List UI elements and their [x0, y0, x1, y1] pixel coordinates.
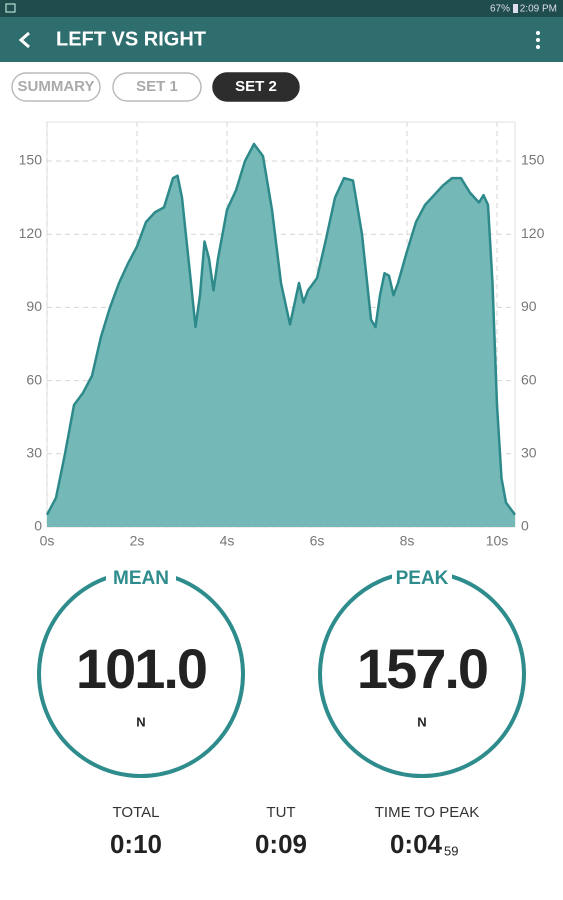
y-tick-label: 90	[26, 298, 42, 314]
x-tick-label: 0s	[40, 533, 55, 549]
tab[interactable]: SUMMARY	[11, 72, 101, 102]
y2-tick-label: 60	[521, 371, 537, 387]
tab-label: SUMMARY	[18, 78, 95, 95]
x-tick-label: 6s	[310, 533, 325, 549]
status-bar	[0, 0, 563, 17]
summary-subvalue: 59	[444, 843, 458, 858]
y-tick-label: 0	[34, 518, 42, 534]
notification-icon	[5, 3, 16, 13]
x-tick-label: 2s	[130, 533, 145, 549]
label-gap	[106, 566, 176, 590]
tab-label: SET 1	[136, 78, 178, 95]
peak-label: PEAK	[396, 568, 449, 589]
mean-value: 101.0	[76, 637, 206, 700]
x-tick-label: 4s	[220, 533, 235, 549]
menu-button[interactable]	[536, 31, 540, 49]
area-fill	[47, 143, 515, 527]
battery-icon	[513, 4, 518, 13]
x-tick-label: 8s	[400, 533, 415, 549]
y-tick-label: 60	[26, 371, 42, 387]
clock: 2:09 PM	[520, 4, 557, 15]
y-tick-label: 30	[26, 445, 42, 461]
y-tick-label: 120	[19, 225, 43, 241]
app-title: LEFT VS RIGHT	[56, 28, 206, 50]
y-tick-label: 150	[19, 152, 43, 168]
app-bar	[0, 17, 563, 62]
x-tick-label: 10s	[486, 533, 509, 549]
chart: 0 0 30 30 60 60 90 90 120 120 150 150 0s 2s 4s 6s 8s 10s	[19, 121, 545, 549]
summary-label: TUT	[266, 804, 295, 821]
peak-value: 157.0	[357, 637, 487, 700]
area-line	[45, 142, 517, 516]
tab[interactable]: SET 2	[212, 72, 300, 102]
summary-value: 0:09	[255, 829, 307, 859]
summary-label: TIME TO PEAK	[375, 804, 479, 821]
summary-value: 0:04	[390, 829, 443, 859]
tab[interactable]: SET 1	[112, 72, 202, 102]
back-button[interactable]	[18, 31, 30, 49]
battery: 67%	[490, 4, 510, 15]
y2-tick-label: 90	[521, 298, 537, 314]
summary-label: TOTAL	[113, 804, 160, 821]
y2-tick-label: 0	[521, 518, 529, 534]
summary-value: 0:10	[110, 829, 162, 859]
label-gap	[392, 566, 452, 590]
y2-tick-label: 30	[521, 445, 537, 461]
y2-tick-label: 150	[521, 152, 545, 168]
tab-label: SET 2	[235, 78, 277, 95]
mean-unit: N	[136, 714, 145, 729]
peak-unit: N	[417, 714, 426, 729]
mean-label: MEAN	[113, 568, 169, 589]
y2-tick-label: 120	[521, 225, 545, 241]
